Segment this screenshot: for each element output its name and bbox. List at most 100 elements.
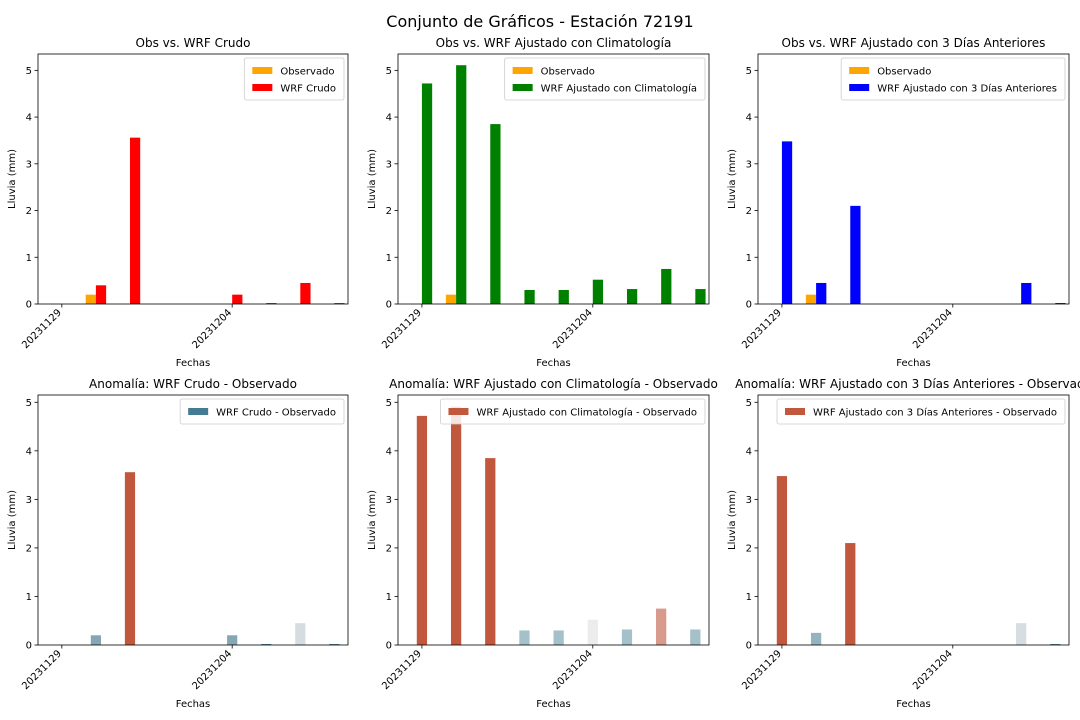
bar-2-8 xyxy=(300,282,311,304)
y-tick-label: 0 xyxy=(386,300,392,311)
legend-box xyxy=(840,57,1066,101)
chart-panel-3: 0 1 2 3 4 5 20231129 20231204 Obs vs. WRF Ajusta… xyxy=(727,36,1070,369)
bar-2-6 xyxy=(592,279,604,304)
legend-swatch xyxy=(188,408,209,415)
bar-1-7 xyxy=(621,629,633,645)
y-tick-label: 4 xyxy=(386,446,392,457)
chart-panel-6: 0 1 2 3 4 5 20231129 20231204 Anomalía: WRF Ajus… xyxy=(727,377,1080,710)
x-tick-label: 20231129 xyxy=(380,307,424,351)
bar-2-3 xyxy=(490,124,501,304)
y-tick-label: 2 xyxy=(746,543,752,554)
bar-2-3 xyxy=(850,205,861,304)
x-axis-label: Fechas xyxy=(536,699,571,710)
y-tick-label: 4 xyxy=(26,113,32,124)
bar-2-8 xyxy=(1021,282,1032,304)
y-tick-label: 4 xyxy=(386,113,392,124)
legend-swatch xyxy=(849,67,870,74)
bar-1-2 xyxy=(85,294,96,304)
y-tick-label: 1 xyxy=(746,253,752,264)
x-tick-label: 20231129 xyxy=(20,307,64,351)
axes-frame xyxy=(757,394,1070,646)
bar-2-2 xyxy=(95,285,107,304)
y-tick-label: 2 xyxy=(746,206,752,217)
y-tick-label: 3 xyxy=(386,495,392,506)
x-axis-label: Fechas xyxy=(176,358,211,369)
x-tick-label: 20231204 xyxy=(911,648,955,692)
bar-1-2 xyxy=(810,632,822,645)
y-tick-label: 2 xyxy=(386,543,392,554)
panel-title: Obs vs. WRF Crudo xyxy=(136,36,251,50)
legend-label: Observado xyxy=(877,67,931,78)
bar-1-3 xyxy=(845,543,856,645)
bar-1-2 xyxy=(805,294,817,304)
bar-2-1 xyxy=(421,83,433,304)
legend-label: WRF Ajustado con 3 Días Anteriores - Obs… xyxy=(813,407,1057,419)
legend-swatch xyxy=(512,67,533,74)
axes-frame xyxy=(37,53,349,305)
y-tick-label: 5 xyxy=(746,398,752,409)
legend-swatch xyxy=(512,84,533,91)
bar-1-1 xyxy=(416,415,428,645)
bar-1-8 xyxy=(1016,623,1027,645)
bar-1-3 xyxy=(124,472,136,645)
chart-panel-5: 0 1 2 3 4 5 20231129 20231204 Anomalía: WRF Ajus… xyxy=(367,377,718,710)
x-tick-label: 20231204 xyxy=(551,648,595,692)
y-tick-label: 3 xyxy=(26,159,32,170)
axes-frame xyxy=(397,394,710,646)
axes-frame xyxy=(37,394,349,646)
legend: Observado WRF Crudo xyxy=(243,57,345,101)
bar-2-5 xyxy=(558,289,569,304)
bar-2-9 xyxy=(334,303,345,304)
legend-box xyxy=(504,57,706,101)
legend-swatch xyxy=(252,84,273,91)
panel-title: Anomalía: WRF Ajustado con 3 Días Anteri… xyxy=(735,377,1080,391)
bar-1-7 xyxy=(261,644,272,645)
bar-1-9 xyxy=(329,644,340,645)
y-axis-label: Lluvia (mm) xyxy=(7,490,18,550)
bar-2-7 xyxy=(626,289,638,304)
y-tick-label: 5 xyxy=(746,66,752,77)
bar-2-8 xyxy=(661,268,672,304)
x-tick-label: 20231129 xyxy=(380,648,424,692)
y-tick-label: 0 xyxy=(26,641,32,652)
y-tick-label: 1 xyxy=(26,253,32,264)
panel-title: Anomalía: WRF Crudo - Observado xyxy=(89,377,297,391)
legend: WRF Crudo - Observado xyxy=(179,398,345,425)
x-axis-label: Fechas xyxy=(176,699,211,710)
y-axis-label: Lluvia (mm) xyxy=(367,490,378,550)
legend-label: Observado xyxy=(280,67,334,78)
bar-1-5 xyxy=(553,630,564,645)
legend: WRF Ajustado con 3 Días Anteriores - Obs… xyxy=(776,398,1066,425)
y-tick-label: 3 xyxy=(746,495,752,506)
x-tick-label: 20231129 xyxy=(740,648,784,692)
y-tick-label: 2 xyxy=(386,206,392,217)
y-tick-label: 0 xyxy=(746,300,752,311)
bar-1-9 xyxy=(690,629,701,645)
bar-1-8 xyxy=(295,623,306,645)
panel-title: Obs vs. WRF Ajustado con Climatología xyxy=(436,36,672,50)
bar-2-3 xyxy=(129,137,141,304)
y-axis-label: Lluvia (mm) xyxy=(727,490,738,550)
y-tick-label: 2 xyxy=(26,206,32,217)
y-tick-label: 1 xyxy=(26,592,32,603)
bar-2-9 xyxy=(1055,303,1066,304)
axes-frame xyxy=(397,53,710,305)
x-tick-label: 20231129 xyxy=(20,648,64,692)
legend-label: WRF Ajustado con 3 Días Anteriores xyxy=(877,83,1057,95)
legend: Observado WRF Ajustado con Climatología xyxy=(504,57,706,101)
y-axis-label: Lluvia (mm) xyxy=(7,149,18,209)
bar-1-3 xyxy=(485,458,496,645)
y-tick-label: 0 xyxy=(386,641,392,652)
legend-box xyxy=(776,398,1066,425)
y-tick-label: 2 xyxy=(26,543,32,554)
legend: Observado WRF Ajustado con 3 Días Anterio… xyxy=(840,57,1066,101)
y-tick-label: 3 xyxy=(746,159,752,170)
y-tick-label: 1 xyxy=(386,592,392,603)
y-tick-label: 5 xyxy=(386,398,392,409)
legend-label: Observado xyxy=(541,67,595,78)
axes-frame xyxy=(757,53,1070,305)
chart-panel-4: 0 1 2 3 4 5 20231129 20231204 Anomalía: WRF Crud… xyxy=(7,377,349,710)
bar-2-2 xyxy=(456,65,467,305)
